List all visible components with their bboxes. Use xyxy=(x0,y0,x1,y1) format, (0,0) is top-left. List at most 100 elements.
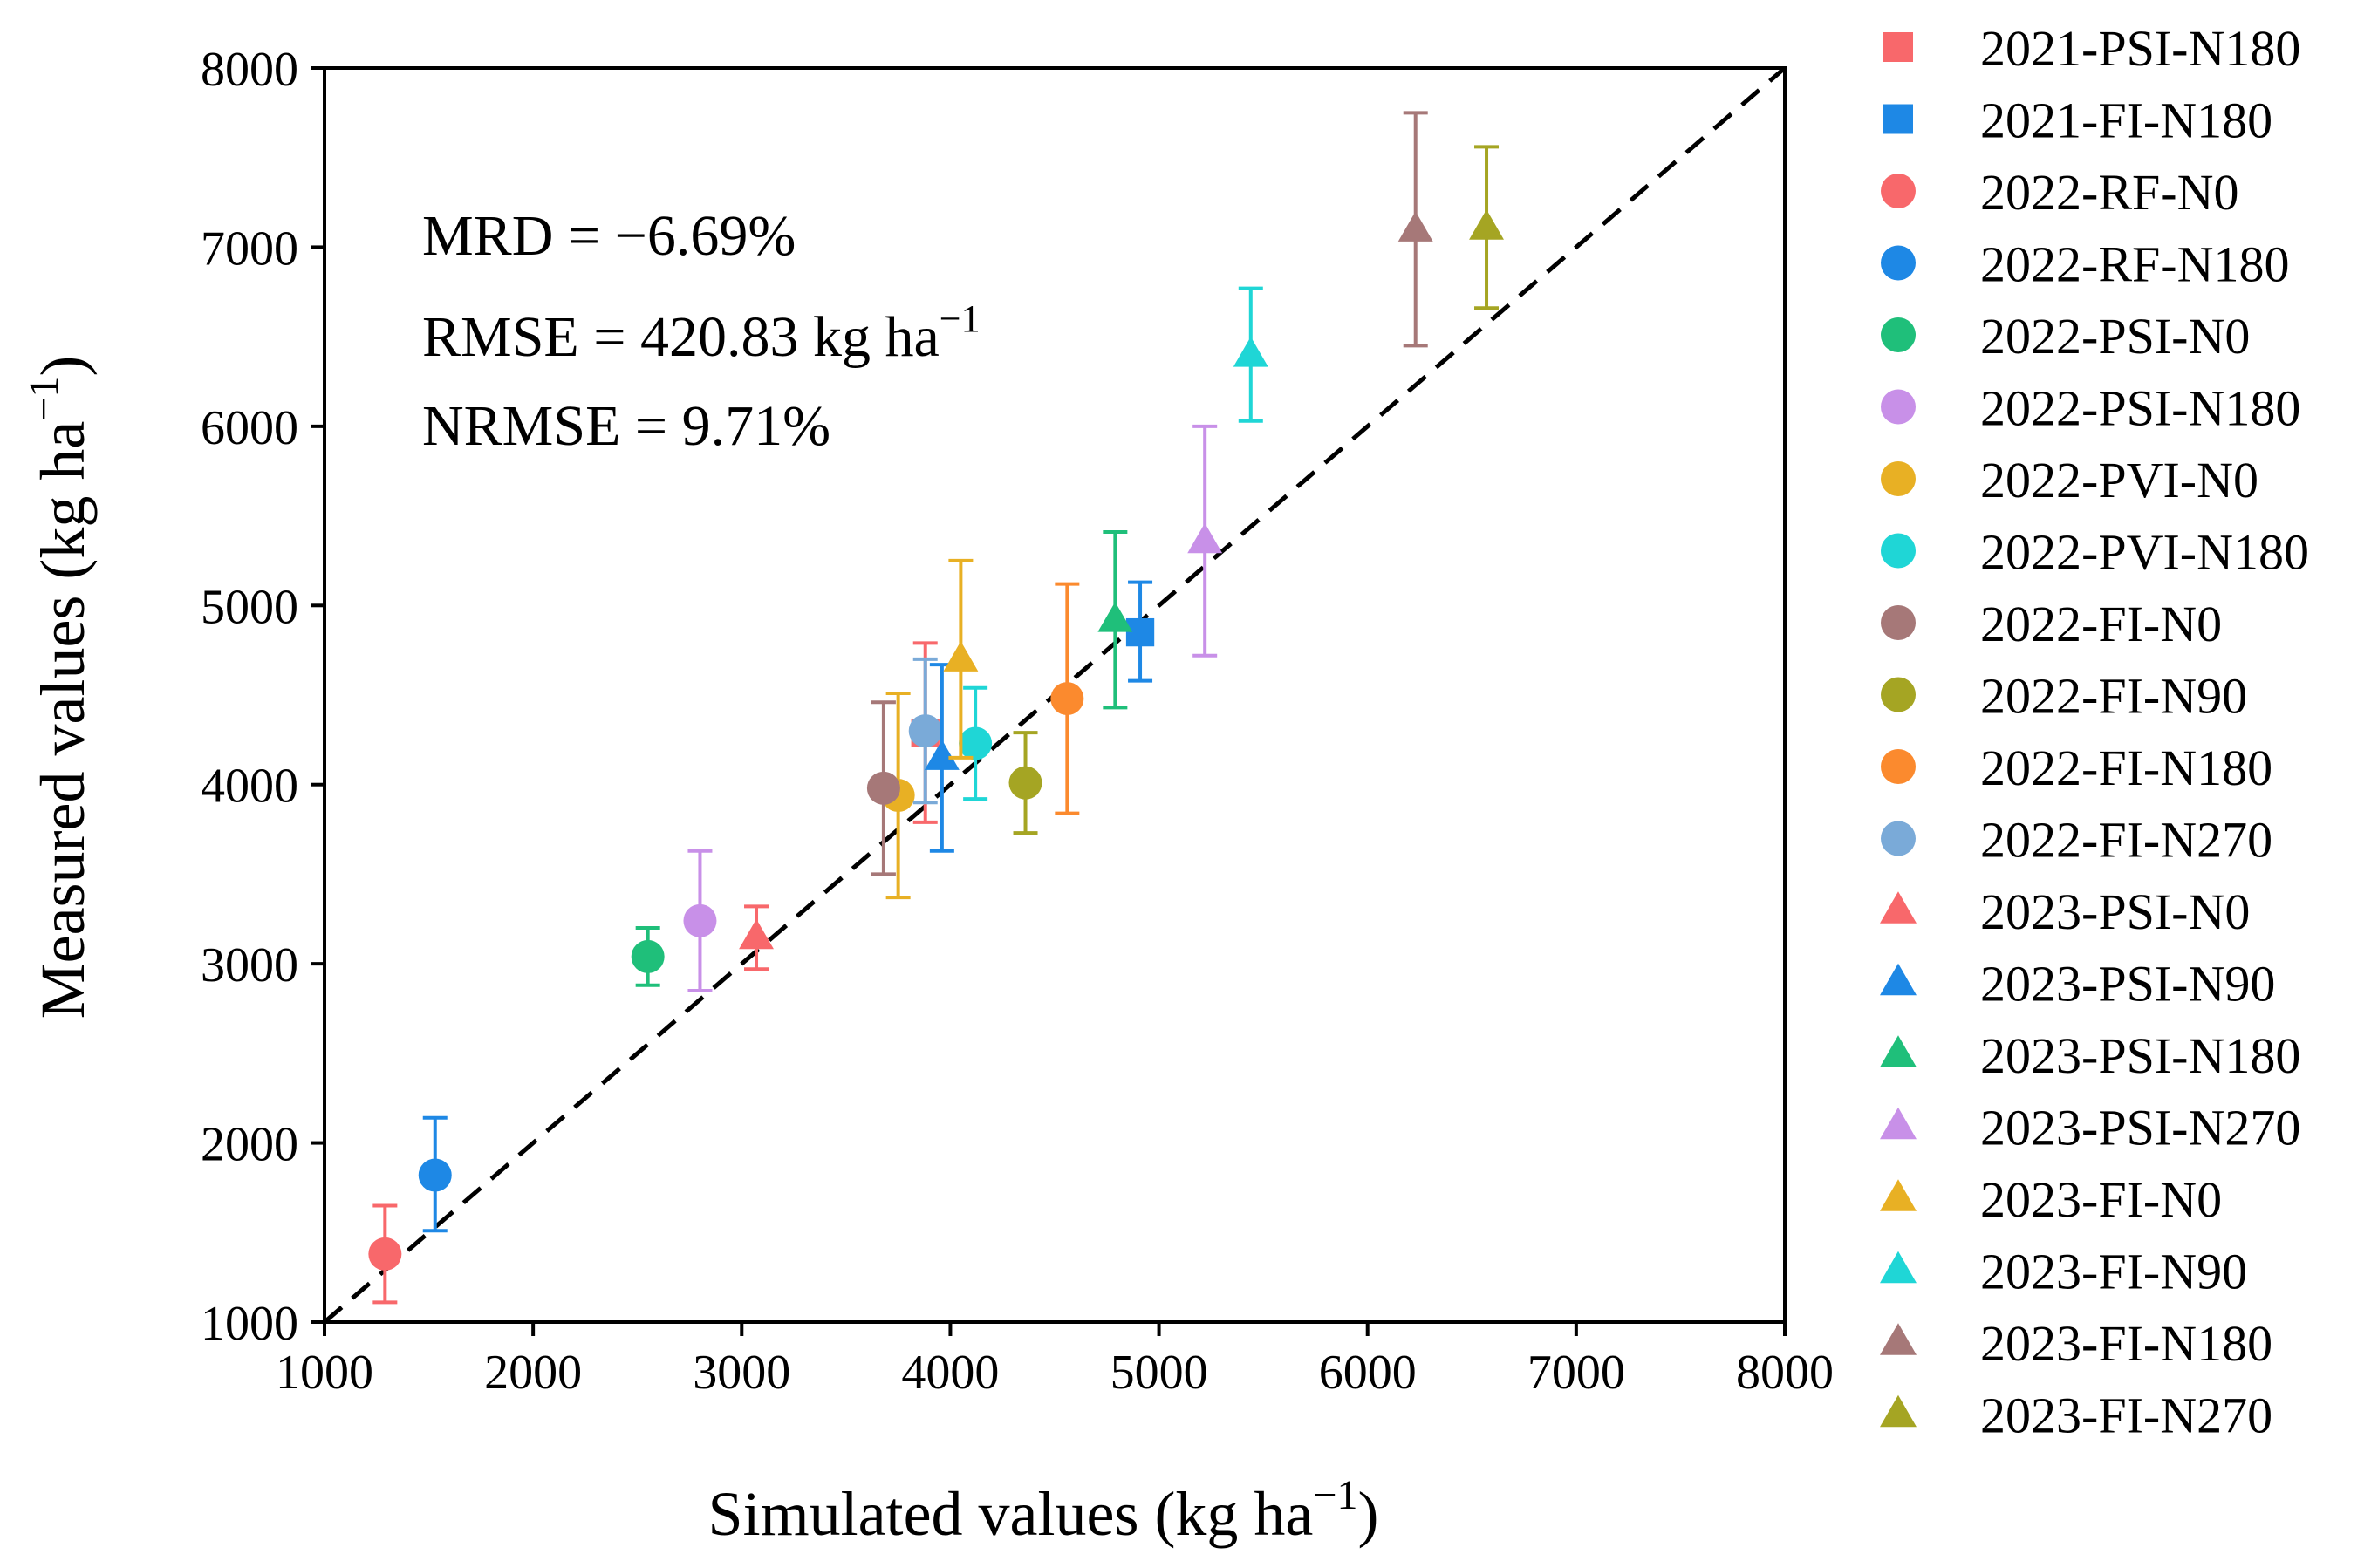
legend-label: 2021-PSI-N180 xyxy=(1980,20,2300,77)
y-tick-label: 7000 xyxy=(201,222,298,276)
x-tick-label: 4000 xyxy=(901,1346,999,1400)
y-tick-label: 3000 xyxy=(201,938,298,992)
legend-item: 2023-PSI-N270 xyxy=(1880,1100,2300,1156)
legend-item: 2022-PSI-N0 xyxy=(1881,308,2250,365)
legend-item: 2022-RF-N180 xyxy=(1881,236,2289,293)
series-2022-RF-N180 xyxy=(418,1115,452,1233)
y-axis-title-end: ) xyxy=(28,356,98,377)
legend-item: 2023-FI-N180 xyxy=(1880,1315,2272,1372)
x-tick-label: 7000 xyxy=(1527,1346,1625,1400)
legend-marker-triangle xyxy=(1880,1107,1917,1140)
data-point-triangle xyxy=(1187,522,1223,554)
data-point-circle xyxy=(683,903,717,937)
legend-marker-triangle xyxy=(1880,1179,1917,1211)
legend-label: 2022-FI-N180 xyxy=(1980,740,2272,796)
rmse-superscript: −1 xyxy=(940,297,981,340)
data-point-circle xyxy=(959,726,993,760)
y-tick-label: 8000 xyxy=(201,43,298,97)
data-point-triangle xyxy=(924,740,960,770)
legend-marker-circle xyxy=(1881,245,1916,281)
legend-label: 2022-RF-N180 xyxy=(1980,236,2289,293)
mrd-annotation: MRD = −6.69% xyxy=(422,204,796,268)
legend-marker-circle xyxy=(1881,174,1916,208)
legend-item: 2023-FI-N270 xyxy=(1880,1387,2272,1444)
x-tick-label: 1000 xyxy=(276,1346,373,1400)
legend-label: 2023-FI-N180 xyxy=(1980,1315,2272,1372)
legend-item: 2021-FI-N180 xyxy=(1883,92,2272,149)
series-2022-PVI-N180 xyxy=(959,685,993,801)
legend-item: 2022-PVI-N180 xyxy=(1881,524,2309,581)
data-point-triangle xyxy=(1097,602,1133,632)
rmse-text: RMSE = 420.83 kg ha xyxy=(422,305,940,369)
x-tick-label: 2000 xyxy=(484,1346,582,1400)
data-point-circle xyxy=(866,771,900,805)
legend-marker-triangle xyxy=(1880,1323,1917,1355)
legend-item: 2021-PSI-N180 xyxy=(1883,20,2300,77)
y-tick-label: 4000 xyxy=(201,760,298,814)
legend-marker-square xyxy=(1883,104,1913,134)
plot-frame xyxy=(323,66,1787,1324)
legend-label: 2022-PVI-N180 xyxy=(1980,524,2309,581)
legend-label: 2022-FI-N0 xyxy=(1980,596,2222,652)
legend-item: 2022-FI-N0 xyxy=(1881,596,2222,652)
x-axis-title-end: ) xyxy=(1357,1479,1378,1549)
series-2021-FI-N180 xyxy=(1125,580,1155,683)
legend-marker-circle xyxy=(1881,677,1916,712)
legend-label: 2023-FI-N0 xyxy=(1980,1171,2222,1228)
series-2022-FI-N270 xyxy=(908,657,942,805)
x-axis-title: Simulated values (kg ha−1) xyxy=(708,1472,1379,1549)
series-2023-FI-N180 xyxy=(1397,111,1433,348)
data-point-circle xyxy=(1050,682,1084,716)
y-axis-title-superscript: −1 xyxy=(21,377,67,421)
legend-label: 2023-PSI-N180 xyxy=(1980,1027,2300,1084)
x-tick-label: 6000 xyxy=(1319,1346,1417,1400)
legend-label: 2023-PSI-N270 xyxy=(1980,1100,2300,1156)
data-point-circle xyxy=(631,939,665,973)
x-tick-label: 5000 xyxy=(1110,1346,1208,1400)
rmse-annotation: RMSE = 420.83 kg ha−1 xyxy=(422,297,981,369)
series-2022-FI-N0 xyxy=(866,700,900,876)
legend-label: 2023-FI-N90 xyxy=(1980,1244,2247,1300)
legend-label: 2023-PSI-N90 xyxy=(1980,956,2275,1012)
legend-label: 2022-PSI-N180 xyxy=(1980,380,2300,437)
legend-item: 2023-PSI-N90 xyxy=(1880,956,2275,1012)
legend-marker-triangle xyxy=(1880,1035,1917,1067)
legend-marker-triangle xyxy=(1880,1394,1917,1428)
y-tick-label: 5000 xyxy=(201,580,298,634)
legend-marker-triangle xyxy=(1880,1251,1917,1284)
series-2022-PSI-N180 xyxy=(683,849,717,992)
legend-marker-triangle xyxy=(1880,963,1917,996)
legend-label: 2023-FI-N270 xyxy=(1980,1387,2272,1444)
legend-item: 2023-PSI-N0 xyxy=(1880,883,2250,940)
x-axis-title-text: Simulated values (kg ha xyxy=(708,1479,1314,1549)
series-2022-RF-N0 xyxy=(368,1203,402,1305)
x-tick-label: 8000 xyxy=(1736,1346,1834,1400)
stats-annotation: MRD = −6.69% RMSE = 420.83 kg ha−1 NRMSE… xyxy=(422,204,981,458)
legend: 2021-PSI-N180 2021-FI-N180 2022-RF-N0 2022-… xyxy=(1880,20,2309,1444)
data-point-circle xyxy=(1008,766,1042,800)
series-layer xyxy=(368,111,1504,1305)
legend-marker-circle xyxy=(1881,749,1916,784)
y-tick-label: 6000 xyxy=(201,401,298,455)
legend-label: 2021-FI-N180 xyxy=(1980,92,2272,149)
series-2023-FI-N270 xyxy=(1469,145,1504,310)
legend-marker-circle xyxy=(1881,821,1916,856)
data-point-triangle xyxy=(1397,211,1433,242)
legend-marker-square xyxy=(1883,32,1913,62)
legend-item: 2022-PSI-N180 xyxy=(1881,380,2300,437)
legend-label: 2022-PVI-N0 xyxy=(1980,452,2258,508)
data-point-triangle xyxy=(739,918,774,950)
y-axis-title-text: Measured values (kg ha xyxy=(28,421,98,1019)
legend-item: 2022-RF-N0 xyxy=(1881,164,2238,221)
series-2022-FI-N90 xyxy=(1008,731,1042,835)
series-2022-FI-N180 xyxy=(1050,582,1084,815)
legend-label: 2022-FI-N270 xyxy=(1980,812,2272,869)
ticks-layer: 1000 2000 3000 4000 5000 6000 7000 8000 1000 2000… xyxy=(201,43,1834,1400)
data-point-triangle xyxy=(1469,209,1504,240)
data-point-circle xyxy=(368,1237,402,1271)
legend-item: 2023-FI-N90 xyxy=(1880,1244,2247,1300)
y-tick-label: 2000 xyxy=(201,1118,298,1172)
series-2023-PSI-N0 xyxy=(739,904,774,971)
series-2023-FI-N0 xyxy=(943,558,979,760)
